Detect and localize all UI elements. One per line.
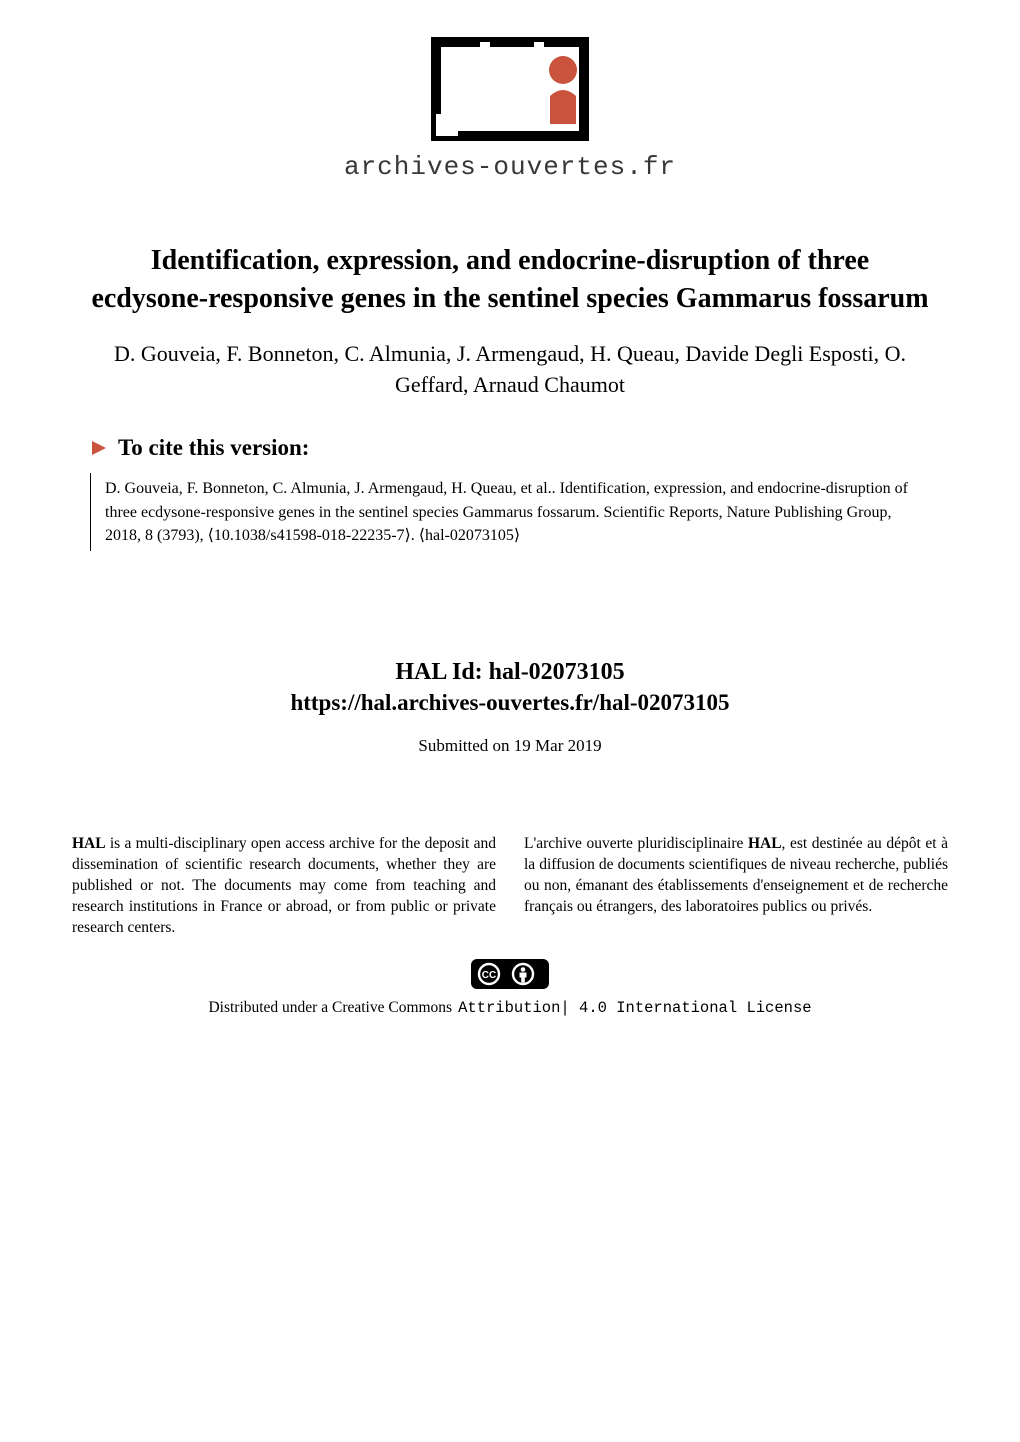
hal-id: HAL Id: hal-02073105 <box>0 659 1020 686</box>
abstract-right-lead: HAL <box>748 835 782 852</box>
citation-halref: ⟨hal-02073105⟩ <box>419 527 520 544</box>
cc-by-icon: CC <box>471 959 549 989</box>
logo-area: archives-ouvertes.fr <box>0 0 1020 206</box>
cite-heading-row: To cite this version: <box>90 435 930 461</box>
abstract-right-pre: L'archive ouverte pluridisciplinaire <box>524 835 748 852</box>
svg-text:CC: CC <box>482 970 496 981</box>
cite-section: To cite this version: D. Gouveia, F. Bon… <box>0 401 1020 551</box>
cite-heading: To cite this version: <box>118 435 309 461</box>
hal-logo: archives-ouvertes.fr <box>344 36 676 182</box>
authors-block: D. Gouveia, F. Bonneton, C. Almunia, J. … <box>0 326 1020 402</box>
cc-badge-row: CC <box>0 939 1020 989</box>
citation-doi: ⟨10.1038/s41598-018-22235-7⟩ <box>208 527 411 544</box>
page-root: archives-ouvertes.fr Identification, exp… <box>0 0 1020 1442</box>
abstract-left-rest: is a multi-disciplinary open access arch… <box>72 835 496 936</box>
abstract-right: L'archive ouverte pluridisciplinaire HAL… <box>524 834 948 939</box>
abstract-left: HAL is a multi-disciplinary open access … <box>72 834 496 939</box>
license-row: Distributed under a Creative Commons Att… <box>0 989 1020 1017</box>
title-block: Identification, expression, and endocrin… <box>0 206 1020 326</box>
triangle-icon <box>90 439 108 457</box>
paper-title: Identification, expression, and endocrin… <box>90 242 930 318</box>
license-link[interactable]: Attribution| 4.0 International License <box>458 999 811 1017</box>
hal-logo-svg <box>400 36 620 146</box>
cite-box: D. Gouveia, F. Bonneton, C. Almunia, J. … <box>90 473 930 551</box>
hal-url[interactable]: https://hal.archives-ouvertes.fr/hal-020… <box>0 690 1020 716</box>
abstract-columns: HAL is a multi-disciplinary open access … <box>0 756 1020 939</box>
submitted-date: Submitted on 19 Mar 2019 <box>0 736 1020 756</box>
authors-list: D. Gouveia, F. Bonneton, C. Almunia, J. … <box>90 338 930 402</box>
citation-body-2: . <box>411 527 419 544</box>
logo-caption: archives-ouvertes.fr <box>344 152 676 182</box>
abstract-left-lead: HAL <box>72 835 106 852</box>
license-prefix: Distributed under a Creative Commons <box>208 999 452 1017</box>
hal-id-block: HAL Id: hal-02073105 https://hal.archive… <box>0 551 1020 756</box>
citation-text: D. Gouveia, F. Bonneton, C. Almunia, J. … <box>105 477 930 547</box>
